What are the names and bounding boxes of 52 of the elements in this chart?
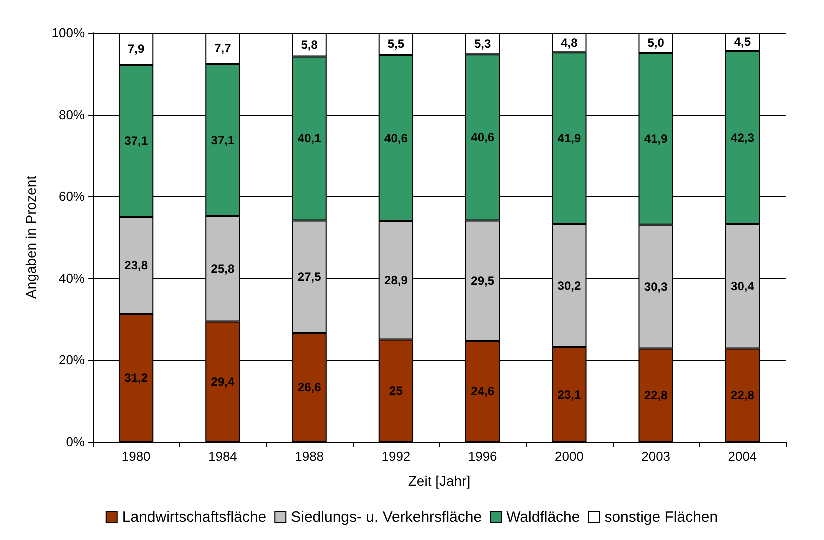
x-tick-label: 2000 <box>554 449 584 464</box>
x-tick-label: 1988 <box>295 449 324 464</box>
data-label: 5,8 <box>301 38 318 52</box>
x-tick-label: 1984 <box>208 449 238 464</box>
data-label: 23,8 <box>124 258 148 273</box>
legend-label: Siedlungs- u. Verkehrsfläche <box>291 509 482 526</box>
data-label: 40,1 <box>298 132 322 146</box>
data-label: 29,5 <box>471 274 495 288</box>
data-label: 7,7 <box>214 42 232 56</box>
data-label: 41,9 <box>558 131 582 146</box>
data-label: 42,3 <box>731 130 755 145</box>
data-label: 27,5 <box>298 270 322 284</box>
y-tick-label: 60% <box>58 189 86 204</box>
x-axis-title: Zeit [Jahr] <box>408 473 471 489</box>
data-label: 40,6 <box>471 130 495 145</box>
data-label: 29,4 <box>211 374 235 389</box>
data-label: 5,3 <box>474 36 492 51</box>
x-tick-label: 2004 <box>728 449 758 464</box>
data-label: 37,1 <box>124 134 148 148</box>
data-label: 5,5 <box>388 37 405 52</box>
data-label: 22,8 <box>644 388 668 402</box>
data-label: 40,6 <box>384 132 408 146</box>
y-tick-label: 20% <box>58 352 86 368</box>
data-label: 37,1 <box>211 133 235 148</box>
data-label: 7,9 <box>128 42 145 56</box>
data-label: 25 <box>390 384 404 398</box>
x-tick-label: 1992 <box>382 449 411 464</box>
x-tick-label: 2003 <box>642 449 671 464</box>
legend-label: Waldfläche <box>506 509 580 526</box>
data-label: 30,4 <box>731 280 755 294</box>
x-tick-label: 1996 <box>468 449 498 464</box>
data-label: 24,6 <box>471 384 495 399</box>
data-label: 28,9 <box>384 274 408 288</box>
y-tick-label: 0% <box>66 434 86 450</box>
data-label: 31,2 <box>124 371 148 386</box>
data-label: 25,8 <box>211 262 235 276</box>
data-label: 26,6 <box>298 380 322 395</box>
y-tick-label: 100% <box>52 26 86 40</box>
y-axis-title: Angaben in Prozent <box>23 176 39 299</box>
data-label: 22,8 <box>731 388 755 402</box>
data-label: 23,1 <box>558 388 582 402</box>
y-tick-label: 80% <box>58 107 86 122</box>
data-label: 4,5 <box>734 35 752 50</box>
legend-label: Landwirtschaftsfläche <box>122 509 267 526</box>
data-label: 41,9 <box>644 132 668 146</box>
data-label: 30,3 <box>644 280 668 294</box>
data-label: 30,2 <box>558 278 582 293</box>
data-label: 5,0 <box>648 36 665 50</box>
data-label: 4,8 <box>561 36 578 50</box>
x-tick-label: 1980 <box>122 449 151 464</box>
legend-label: sonstige Flächen <box>604 509 718 526</box>
y-tick-label: 40% <box>58 270 86 286</box>
